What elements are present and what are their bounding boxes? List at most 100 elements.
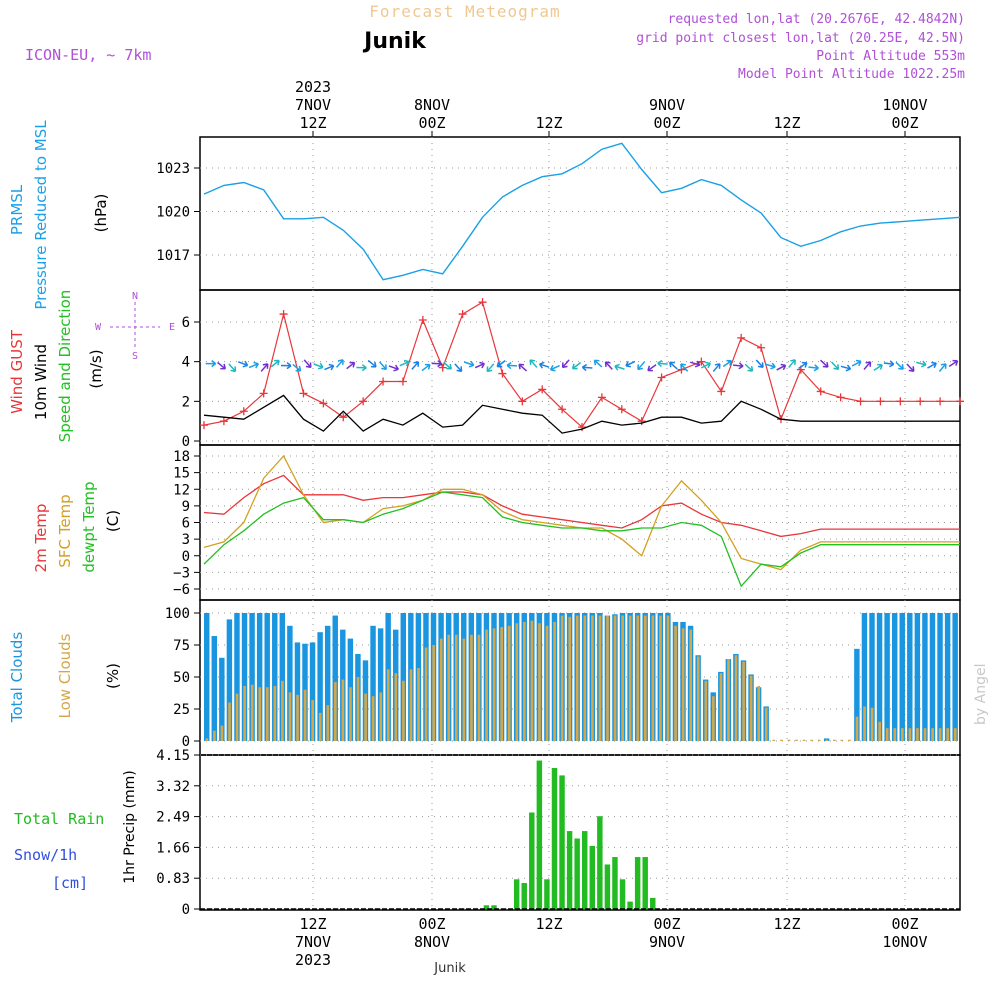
total-cloud-bar — [249, 613, 255, 741]
wind-arrow-shaft — [228, 363, 237, 372]
y-tick-label: 25 — [173, 702, 190, 718]
wind-gust-point — [239, 407, 248, 416]
wind-direction-arrow — [700, 361, 711, 369]
low-cloud-bar — [386, 669, 390, 741]
wind-arrow-head — [424, 363, 431, 370]
low-cloud-bar — [568, 616, 572, 741]
low-cloud-bar — [878, 721, 881, 741]
wind-arrow-shaft — [927, 362, 937, 369]
wind-direction-arrow — [260, 363, 269, 372]
wind-gust-point — [936, 397, 945, 406]
low-cloud-bar — [666, 615, 670, 741]
wind-arrow-shaft — [948, 360, 958, 368]
wind-arrow-head — [694, 360, 701, 368]
wind-arrow-shaft — [270, 359, 280, 368]
wind-direction-arrow — [906, 363, 915, 372]
wind-arrow-head — [349, 361, 356, 368]
wind-arrow-head — [370, 361, 377, 368]
ylabel-wind-gust: Wind GUST — [8, 329, 26, 414]
total-cloud-bar — [952, 613, 958, 741]
wind-direction-arrow — [927, 361, 937, 369]
total-cloud-bar — [922, 613, 928, 741]
wind-arrow-head — [317, 362, 324, 370]
y-tick-label: 1020 — [156, 205, 190, 221]
low-cloud-bar — [507, 625, 511, 741]
wind-direction-arrow — [883, 360, 895, 368]
wind-arrow-head — [865, 361, 872, 367]
low-cloud-bar — [908, 728, 912, 741]
wind-arrow-head — [571, 363, 578, 370]
wind-arrow-shaft — [335, 359, 344, 368]
low-cloud-bar — [712, 696, 715, 741]
wind-direction-arrow — [474, 361, 485, 369]
wind-arrow-head — [855, 359, 862, 367]
bottom-time-hour: 12Z — [535, 915, 562, 933]
wind-direction-arrow — [755, 359, 764, 369]
wind-arrow-shaft — [260, 363, 269, 372]
top-time-hour: 12Z — [535, 114, 562, 132]
wind-arrow-head — [338, 359, 344, 365]
wind-arrow-shaft — [755, 359, 764, 368]
compass-n: N — [132, 291, 138, 302]
wind-gust-point — [478, 298, 487, 307]
total-cloud-bar — [377, 628, 384, 741]
low-cloud-bar — [515, 623, 519, 741]
wind-arrow-head — [393, 364, 399, 372]
low-cloud-bar — [371, 696, 375, 741]
low-cloud-bar — [734, 655, 738, 741]
low-cloud-bar — [273, 685, 277, 741]
low-cloud-bar — [651, 615, 655, 741]
low-cloud-bar — [636, 615, 640, 741]
y-tick-label: 3.32 — [156, 779, 190, 795]
wind-arrow-head — [593, 359, 600, 366]
wind-arrow-shaft — [712, 363, 721, 372]
wind-direction-arrow — [733, 362, 744, 370]
wind-arrow-shaft — [593, 359, 603, 368]
wind-arrow-head — [220, 363, 227, 370]
wind-arrow-shaft — [669, 361, 678, 370]
wind-direction-arrow — [948, 359, 959, 368]
wind-arrow-head — [889, 360, 895, 368]
total-cloud-bar — [400, 613, 407, 741]
wind-arrow-head — [705, 361, 711, 369]
y-tick-label: 0.83 — [156, 871, 190, 887]
wind-arrow-head — [647, 365, 653, 372]
wind-direction-arrow — [280, 362, 292, 370]
total-cloud-bar — [937, 613, 943, 741]
low-cloud-bar — [288, 692, 292, 741]
low-cloud-bar — [795, 739, 798, 741]
wind-gust-point — [259, 389, 268, 398]
total-cloud-bar — [234, 613, 240, 741]
wind-arrow-shaft — [765, 363, 776, 368]
wind-gust-point — [279, 310, 288, 319]
low-cloud-bar — [334, 682, 337, 741]
wind-gust-point — [299, 389, 308, 398]
total-cloud-bar — [884, 613, 890, 741]
wind-direction-arrow — [549, 364, 560, 372]
wind-arrow-head — [581, 363, 588, 372]
wind-gust-point — [200, 421, 208, 430]
wind-direction-arrow — [335, 359, 344, 368]
total-cloud-bar — [869, 613, 875, 741]
wind-arrow-head — [538, 361, 545, 369]
low-cloud-bar — [938, 728, 942, 741]
compass-s: S — [132, 351, 138, 362]
wind-arrow-shaft — [443, 361, 452, 370]
wind-gust-point — [836, 393, 845, 402]
wind-arrow-head — [286, 362, 292, 370]
y-tick-label: 2.49 — [156, 810, 190, 826]
wind-direction-arrow — [205, 360, 217, 368]
wind-arrow-head — [770, 362, 776, 370]
low-cloud-bar — [893, 728, 897, 741]
wind-arrow-head — [921, 360, 927, 368]
wind-gust-point — [896, 397, 905, 406]
bottom-time-date: 8NOV — [414, 933, 450, 951]
low-cloud-bar — [575, 615, 579, 741]
top-time-year: 2023 — [295, 78, 331, 96]
low-cloud-bar — [606, 615, 609, 741]
low-cloud-bar — [545, 625, 549, 741]
total-cloud-bar — [324, 625, 331, 741]
bottom-time-hour: 00Z — [653, 915, 680, 933]
series-line-dewpt-temp — [203, 491, 960, 588]
wind-arrow-head — [403, 359, 410, 367]
